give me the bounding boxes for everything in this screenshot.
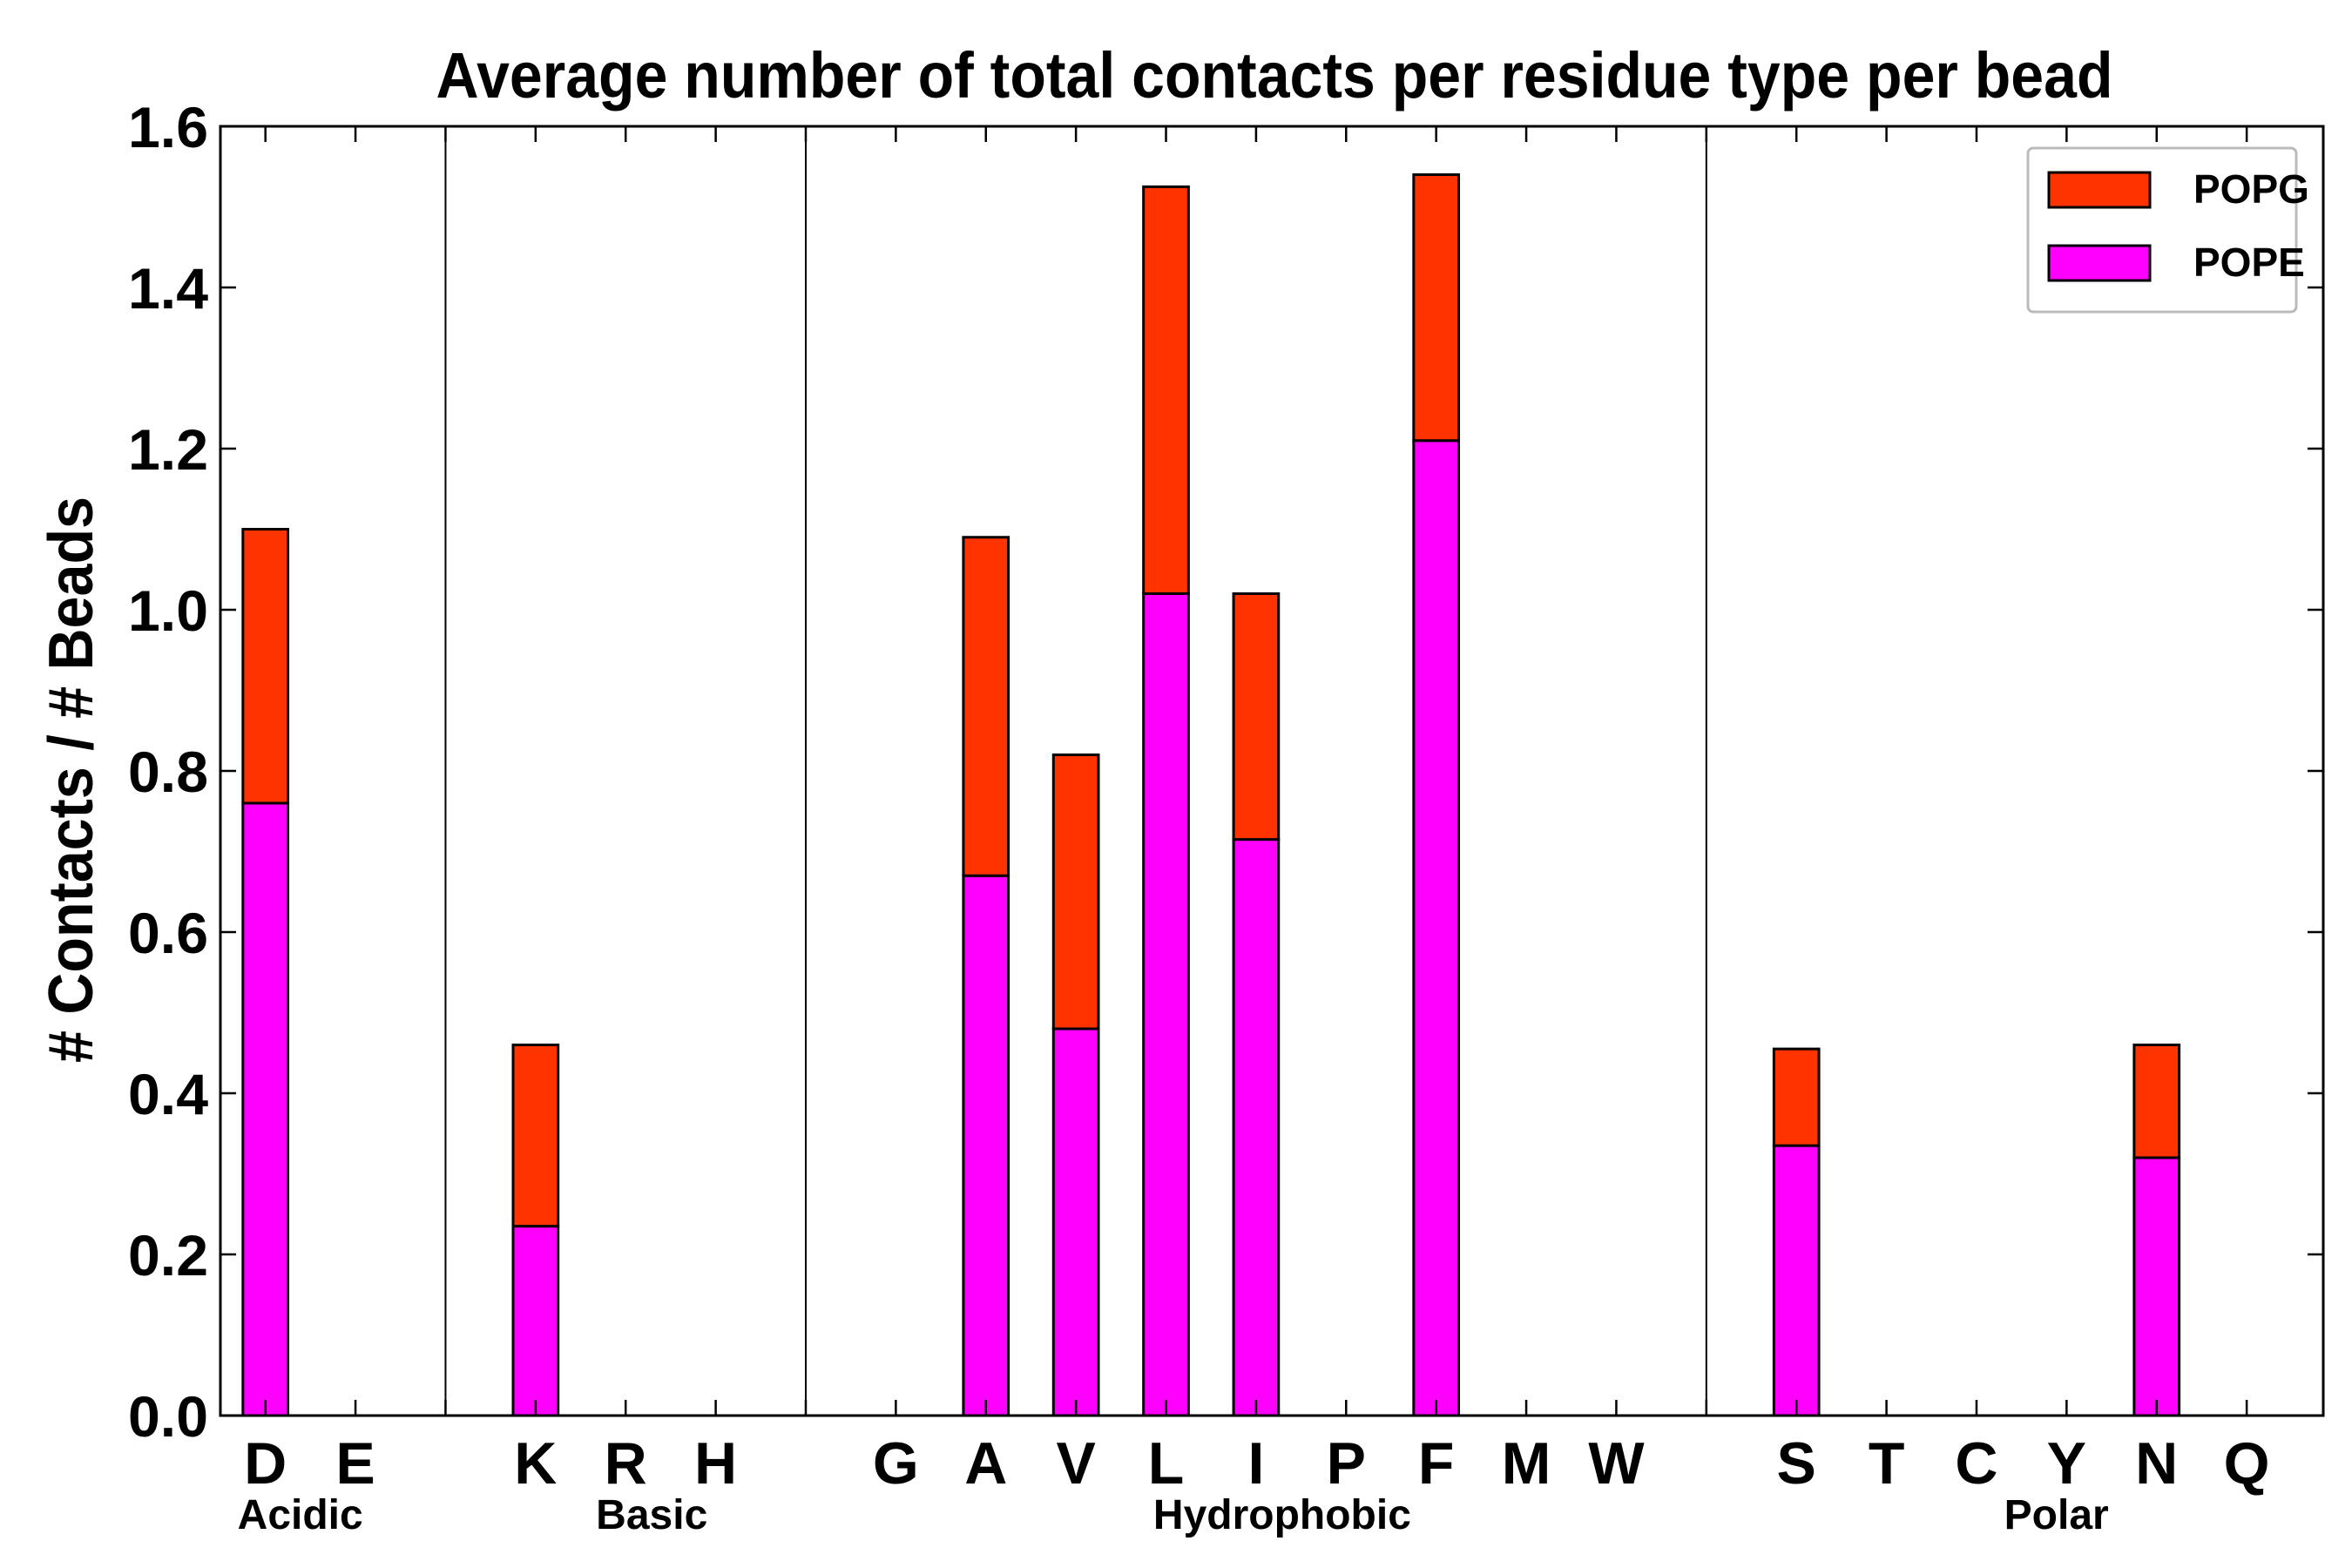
bar-d-popg <box>241 528 290 805</box>
x-tick-label-g: G <box>873 1430 919 1497</box>
bar-f-popg <box>1412 173 1461 443</box>
x-tick-label-q: Q <box>2224 1430 2270 1497</box>
bar-v-pope <box>1051 1027 1100 1417</box>
x-tick-label-c: C <box>1955 1430 1997 1497</box>
y-tick-label: 0.2 <box>128 1223 208 1288</box>
bar-a-pope <box>962 874 1010 1417</box>
x-tick-label-a: A <box>964 1430 1007 1497</box>
bar-k-popg <box>511 1044 560 1228</box>
y-tick-label: 0.8 <box>128 740 208 804</box>
x-tick-label-r: R <box>605 1430 647 1497</box>
y-tick-label: 1.4 <box>128 256 208 321</box>
x-tick-label-v: V <box>1056 1430 1095 1497</box>
bar-n-popg <box>2132 1044 2181 1159</box>
bar-v-popg <box>1051 754 1100 1031</box>
y-tick-label: 0.0 <box>128 1384 208 1449</box>
group-label-acidic: Acidic <box>238 1492 363 1538</box>
bar-l-pope <box>1142 592 1190 1417</box>
x-tick-label-i: I <box>1247 1430 1264 1497</box>
bar-k-pope <box>511 1225 560 1417</box>
legend-swatch-popg <box>2047 171 2152 209</box>
bar-s-pope <box>1772 1144 1821 1417</box>
x-tick-label-y: Y <box>2047 1430 2086 1497</box>
x-tick-label-d: D <box>244 1430 287 1497</box>
x-tick-label-w: W <box>1588 1430 1645 1497</box>
y-tick-label: 0.4 <box>128 1062 208 1126</box>
bar-s-popg <box>1772 1047 1821 1147</box>
x-tick-label-t: T <box>1869 1430 1905 1497</box>
group-label-hydrophobic: Hydrophobic <box>1153 1492 1411 1538</box>
legend-swatch-pope <box>2047 244 2152 282</box>
x-tick-label-p: P <box>1327 1430 1366 1497</box>
x-tick-label-e: E <box>335 1430 375 1497</box>
x-tick-label-f: F <box>1418 1430 1455 1497</box>
y-tick-label: 0.6 <box>128 901 208 965</box>
bar-a-popg <box>962 536 1010 877</box>
x-tick-label-n: N <box>2135 1430 2178 1497</box>
bar-l-popg <box>1142 185 1190 595</box>
bar-i-popg <box>1232 592 1281 841</box>
y-tick-label: 1.0 <box>128 578 208 643</box>
bar-i-pope <box>1232 838 1281 1417</box>
legend-label-popg: POPG <box>2193 166 2309 212</box>
bar-d-pope <box>241 801 290 1417</box>
bar-f-pope <box>1412 439 1461 1417</box>
group-label-basic: Basic <box>596 1492 707 1538</box>
x-tick-label-k: K <box>514 1430 557 1497</box>
x-tick-label-l: L <box>1148 1430 1185 1497</box>
y-tick-label: 1.2 <box>128 417 208 482</box>
x-tick-label-s: S <box>1777 1430 1816 1497</box>
y-tick-label: 1.6 <box>128 95 208 159</box>
group-label-polar: Polar <box>2004 1492 2109 1538</box>
chart-title: Average number of total contacts per res… <box>436 39 2113 112</box>
x-tick-label-m: M <box>1502 1430 1551 1497</box>
bar-n-pope <box>2132 1156 2181 1417</box>
legend-label-pope: POPE <box>2193 240 2305 285</box>
x-tick-label-h: H <box>694 1430 737 1497</box>
y-axis-label: # Contacts / # Beads <box>37 497 106 1063</box>
